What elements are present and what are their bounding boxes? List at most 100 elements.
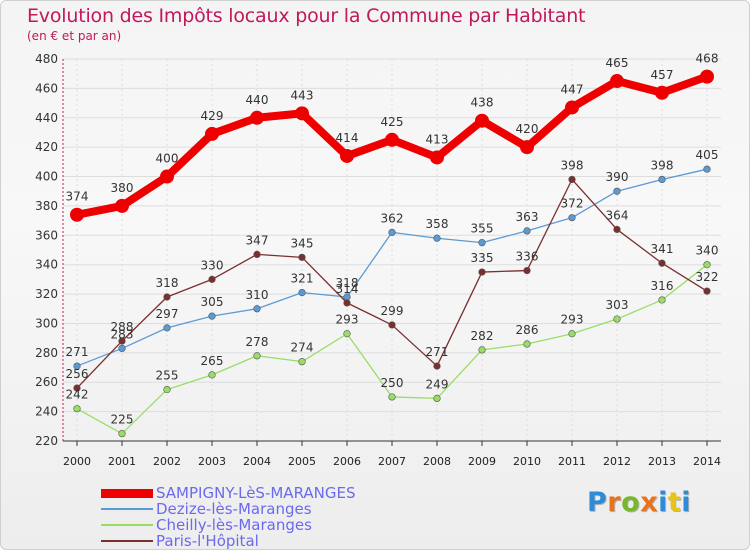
data-label-dezize-les-maranges: 355	[471, 222, 494, 236]
point-dezize-les-maranges	[253, 305, 261, 313]
x-tick-label: 2010	[513, 455, 541, 468]
data-label-dezize-les-maranges: 398	[651, 158, 674, 172]
legend-swatch	[101, 488, 153, 498]
point-sampigny-les-maranges	[385, 132, 399, 147]
point-cheilly-les-maranges	[118, 430, 126, 438]
point-paris-l-hopital	[658, 259, 666, 267]
data-label-dezize-les-maranges: 271	[66, 345, 89, 359]
point-paris-l-hopital	[478, 268, 486, 276]
point-dezize-les-maranges	[703, 165, 711, 173]
x-tick-label: 2011	[558, 455, 586, 468]
y-tick-label: 380	[35, 199, 58, 213]
data-label-sampigny-les-maranges: 374	[66, 190, 89, 204]
point-cheilly-les-maranges	[343, 330, 351, 338]
x-tick-label: 2012	[603, 455, 631, 468]
data-label-dezize-les-maranges: 283	[111, 327, 134, 341]
chart-title: Evolution des Impôts locaux pour la Comm…	[27, 5, 586, 27]
point-dezize-les-maranges	[388, 228, 396, 236]
point-cheilly-les-maranges	[478, 346, 486, 354]
proxiti-logo: Proxiti	[587, 487, 691, 518]
legend-label: Dezize-lès-Maranges	[156, 500, 312, 518]
point-paris-l-hopital	[73, 384, 81, 392]
data-label-paris-l-hopital: 318	[156, 276, 179, 290]
data-label-sampigny-les-maranges: 443	[291, 88, 314, 102]
y-tick-label: 480	[35, 52, 58, 66]
data-label-sampigny-les-maranges: 440	[246, 93, 269, 107]
data-label-paris-l-hopital: 347	[246, 233, 269, 247]
logo-letter: r	[607, 487, 622, 518]
logo-letter: t	[667, 487, 682, 518]
data-label-cheilly-les-maranges: 225	[111, 413, 134, 427]
y-tick-label: 320	[35, 287, 58, 301]
data-label-dezize-les-maranges: 318	[336, 276, 359, 290]
y-tick-label: 280	[35, 346, 58, 360]
x-tick-label: 2007	[378, 455, 406, 468]
point-cheilly-les-maranges	[433, 394, 441, 402]
point-sampigny-les-maranges	[430, 150, 444, 165]
data-label-sampigny-les-maranges: 438	[471, 96, 494, 110]
data-label-dezize-les-maranges: 363	[516, 210, 539, 224]
y-tick-label: 340	[35, 258, 58, 272]
data-label-sampigny-les-maranges: 413	[426, 132, 449, 146]
data-label-cheilly-les-maranges: 242	[66, 388, 89, 402]
data-label-sampigny-les-maranges: 414	[336, 131, 359, 145]
point-paris-l-hopital	[208, 275, 216, 283]
logo-letter: x	[640, 487, 659, 518]
data-label-paris-l-hopital: 335	[471, 251, 494, 265]
data-label-paris-l-hopital: 398	[561, 158, 584, 172]
data-label-cheilly-les-maranges: 249	[426, 377, 449, 391]
data-label-sampigny-les-maranges: 468	[696, 52, 719, 66]
point-sampigny-les-maranges	[610, 74, 624, 89]
x-tick-label: 2006	[333, 455, 361, 468]
point-cheilly-les-maranges	[208, 371, 216, 379]
point-paris-l-hopital	[253, 250, 261, 259]
x-tick-label: 2005	[288, 455, 316, 468]
point-dezize-les-maranges	[613, 187, 621, 195]
point-cheilly-les-maranges	[613, 315, 621, 323]
data-label-cheilly-les-maranges: 286	[516, 323, 539, 337]
data-label-sampigny-les-maranges: 380	[111, 181, 134, 195]
y-tick-label: 260	[35, 375, 58, 389]
data-label-dezize-les-maranges: 321	[291, 272, 314, 286]
point-paris-l-hopital	[523, 266, 531, 275]
legend-swatch	[101, 540, 153, 542]
data-label-cheilly-les-maranges: 293	[561, 313, 584, 327]
y-tick-label: 300	[35, 316, 58, 330]
legend-label: SAMPIGNY-LèS-MARANGES	[156, 484, 356, 502]
y-tick-label: 400	[35, 170, 58, 184]
point-sampigny-les-maranges	[340, 148, 354, 163]
point-paris-l-hopital	[163, 293, 171, 301]
data-label-paris-l-hopital: 336	[516, 250, 539, 264]
data-label-dezize-les-maranges: 310	[246, 288, 269, 302]
x-tick-label: 2014	[693, 455, 721, 468]
data-label-sampigny-les-maranges: 425	[381, 115, 404, 129]
data-label-cheilly-les-maranges: 340	[696, 244, 719, 258]
logo-letter: o	[621, 487, 641, 518]
point-paris-l-hopital	[343, 299, 351, 307]
y-tick-label: 220	[35, 434, 58, 448]
x-tick-label: 2004	[243, 455, 271, 468]
point-cheilly-les-maranges	[253, 352, 261, 360]
data-label-sampigny-les-maranges: 447	[561, 82, 584, 96]
data-label-dezize-les-maranges: 358	[426, 217, 449, 231]
series-line-dezize-les-maranges	[76, 168, 708, 367]
y-tick-label: 240	[35, 405, 58, 419]
logo-letter: P	[587, 487, 608, 518]
data-label-paris-l-hopital: 271	[426, 345, 449, 359]
point-sampigny-les-maranges	[115, 198, 129, 213]
logo-letter: i	[658, 487, 668, 518]
point-dezize-les-maranges	[208, 312, 216, 320]
point-sampigny-les-maranges	[700, 69, 714, 84]
point-dezize-les-maranges	[73, 362, 81, 370]
legend-swatch	[101, 508, 153, 510]
data-label-paris-l-hopital: 341	[651, 242, 674, 256]
data-label-cheilly-les-maranges: 303	[606, 298, 629, 312]
point-cheilly-les-maranges	[523, 340, 531, 348]
x-tick-label: 2009	[468, 455, 496, 468]
data-label-paris-l-hopital: 288	[111, 320, 134, 334]
data-label-paris-l-hopital: 256	[66, 367, 89, 381]
data-label-sampigny-les-maranges: 400	[156, 152, 179, 166]
point-sampigny-les-maranges	[520, 140, 534, 155]
data-label-cheilly-les-maranges: 274	[291, 341, 314, 355]
